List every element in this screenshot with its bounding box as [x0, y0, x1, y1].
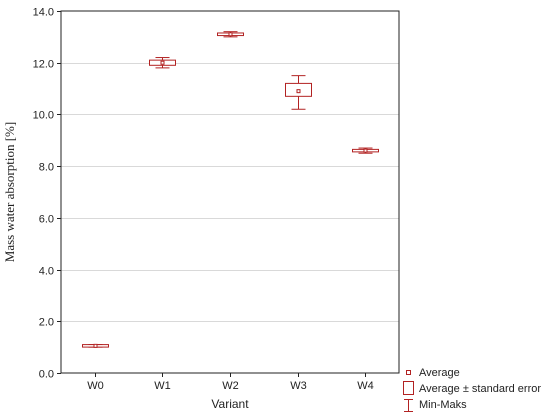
x-axis: W0 W1 W2 W3 W4 [87, 373, 374, 392]
y-tick-label: 6.0 [39, 214, 54, 226]
legend: Average Average ± standard error Min-Mak… [403, 367, 541, 412]
legend-range-label: Min-Maks [419, 399, 467, 411]
average-marker [93, 343, 98, 348]
legend-average-marker [406, 370, 411, 375]
y-tick-label: 8.0 [39, 162, 54, 174]
legend-item-min-max: Min-Maks [404, 399, 467, 412]
y-tick-label: 0.0 [39, 369, 54, 381]
box-marks [82, 31, 379, 348]
y-tick-label: 10.0 [33, 110, 54, 122]
legend-item-standard-error: Average ± standard error [403, 381, 541, 395]
y-axis-title: Mass water absorption [%] [2, 122, 17, 262]
box-w3 [285, 75, 312, 110]
box-w0 [82, 343, 109, 348]
x-tick-label: W0 [87, 380, 104, 392]
grid-lines [61, 63, 399, 322]
box-w2 [217, 31, 244, 38]
y-tick-label: 4.0 [39, 266, 54, 278]
y-tick-label: 14.0 [33, 7, 54, 19]
average-marker [160, 60, 165, 65]
box-w4 [352, 147, 379, 154]
legend-average-label: Average [419, 367, 460, 379]
box-w1 [149, 57, 176, 69]
average-marker [363, 148, 368, 153]
x-axis-title: Variant [211, 397, 249, 411]
plot-area-frame [60, 10, 400, 374]
x-tick-label: W4 [357, 380, 374, 392]
legend-item-average: Average [406, 367, 460, 379]
legend-se-label: Average ± standard error [419, 383, 541, 395]
legend-range-marker [404, 399, 413, 412]
y-axis: 0.0 2.0 4.0 6.0 8.0 10.0 12.0 14.0 [33, 7, 61, 381]
y-tick-label: 2.0 [39, 317, 54, 329]
average-marker [228, 32, 233, 37]
x-tick-label: W3 [290, 380, 307, 392]
x-tick-label: W2 [222, 380, 239, 392]
average-marker [296, 89, 301, 94]
y-tick-label: 12.0 [33, 59, 54, 71]
legend-se-marker [403, 381, 414, 395]
x-tick-label: W1 [154, 380, 171, 392]
